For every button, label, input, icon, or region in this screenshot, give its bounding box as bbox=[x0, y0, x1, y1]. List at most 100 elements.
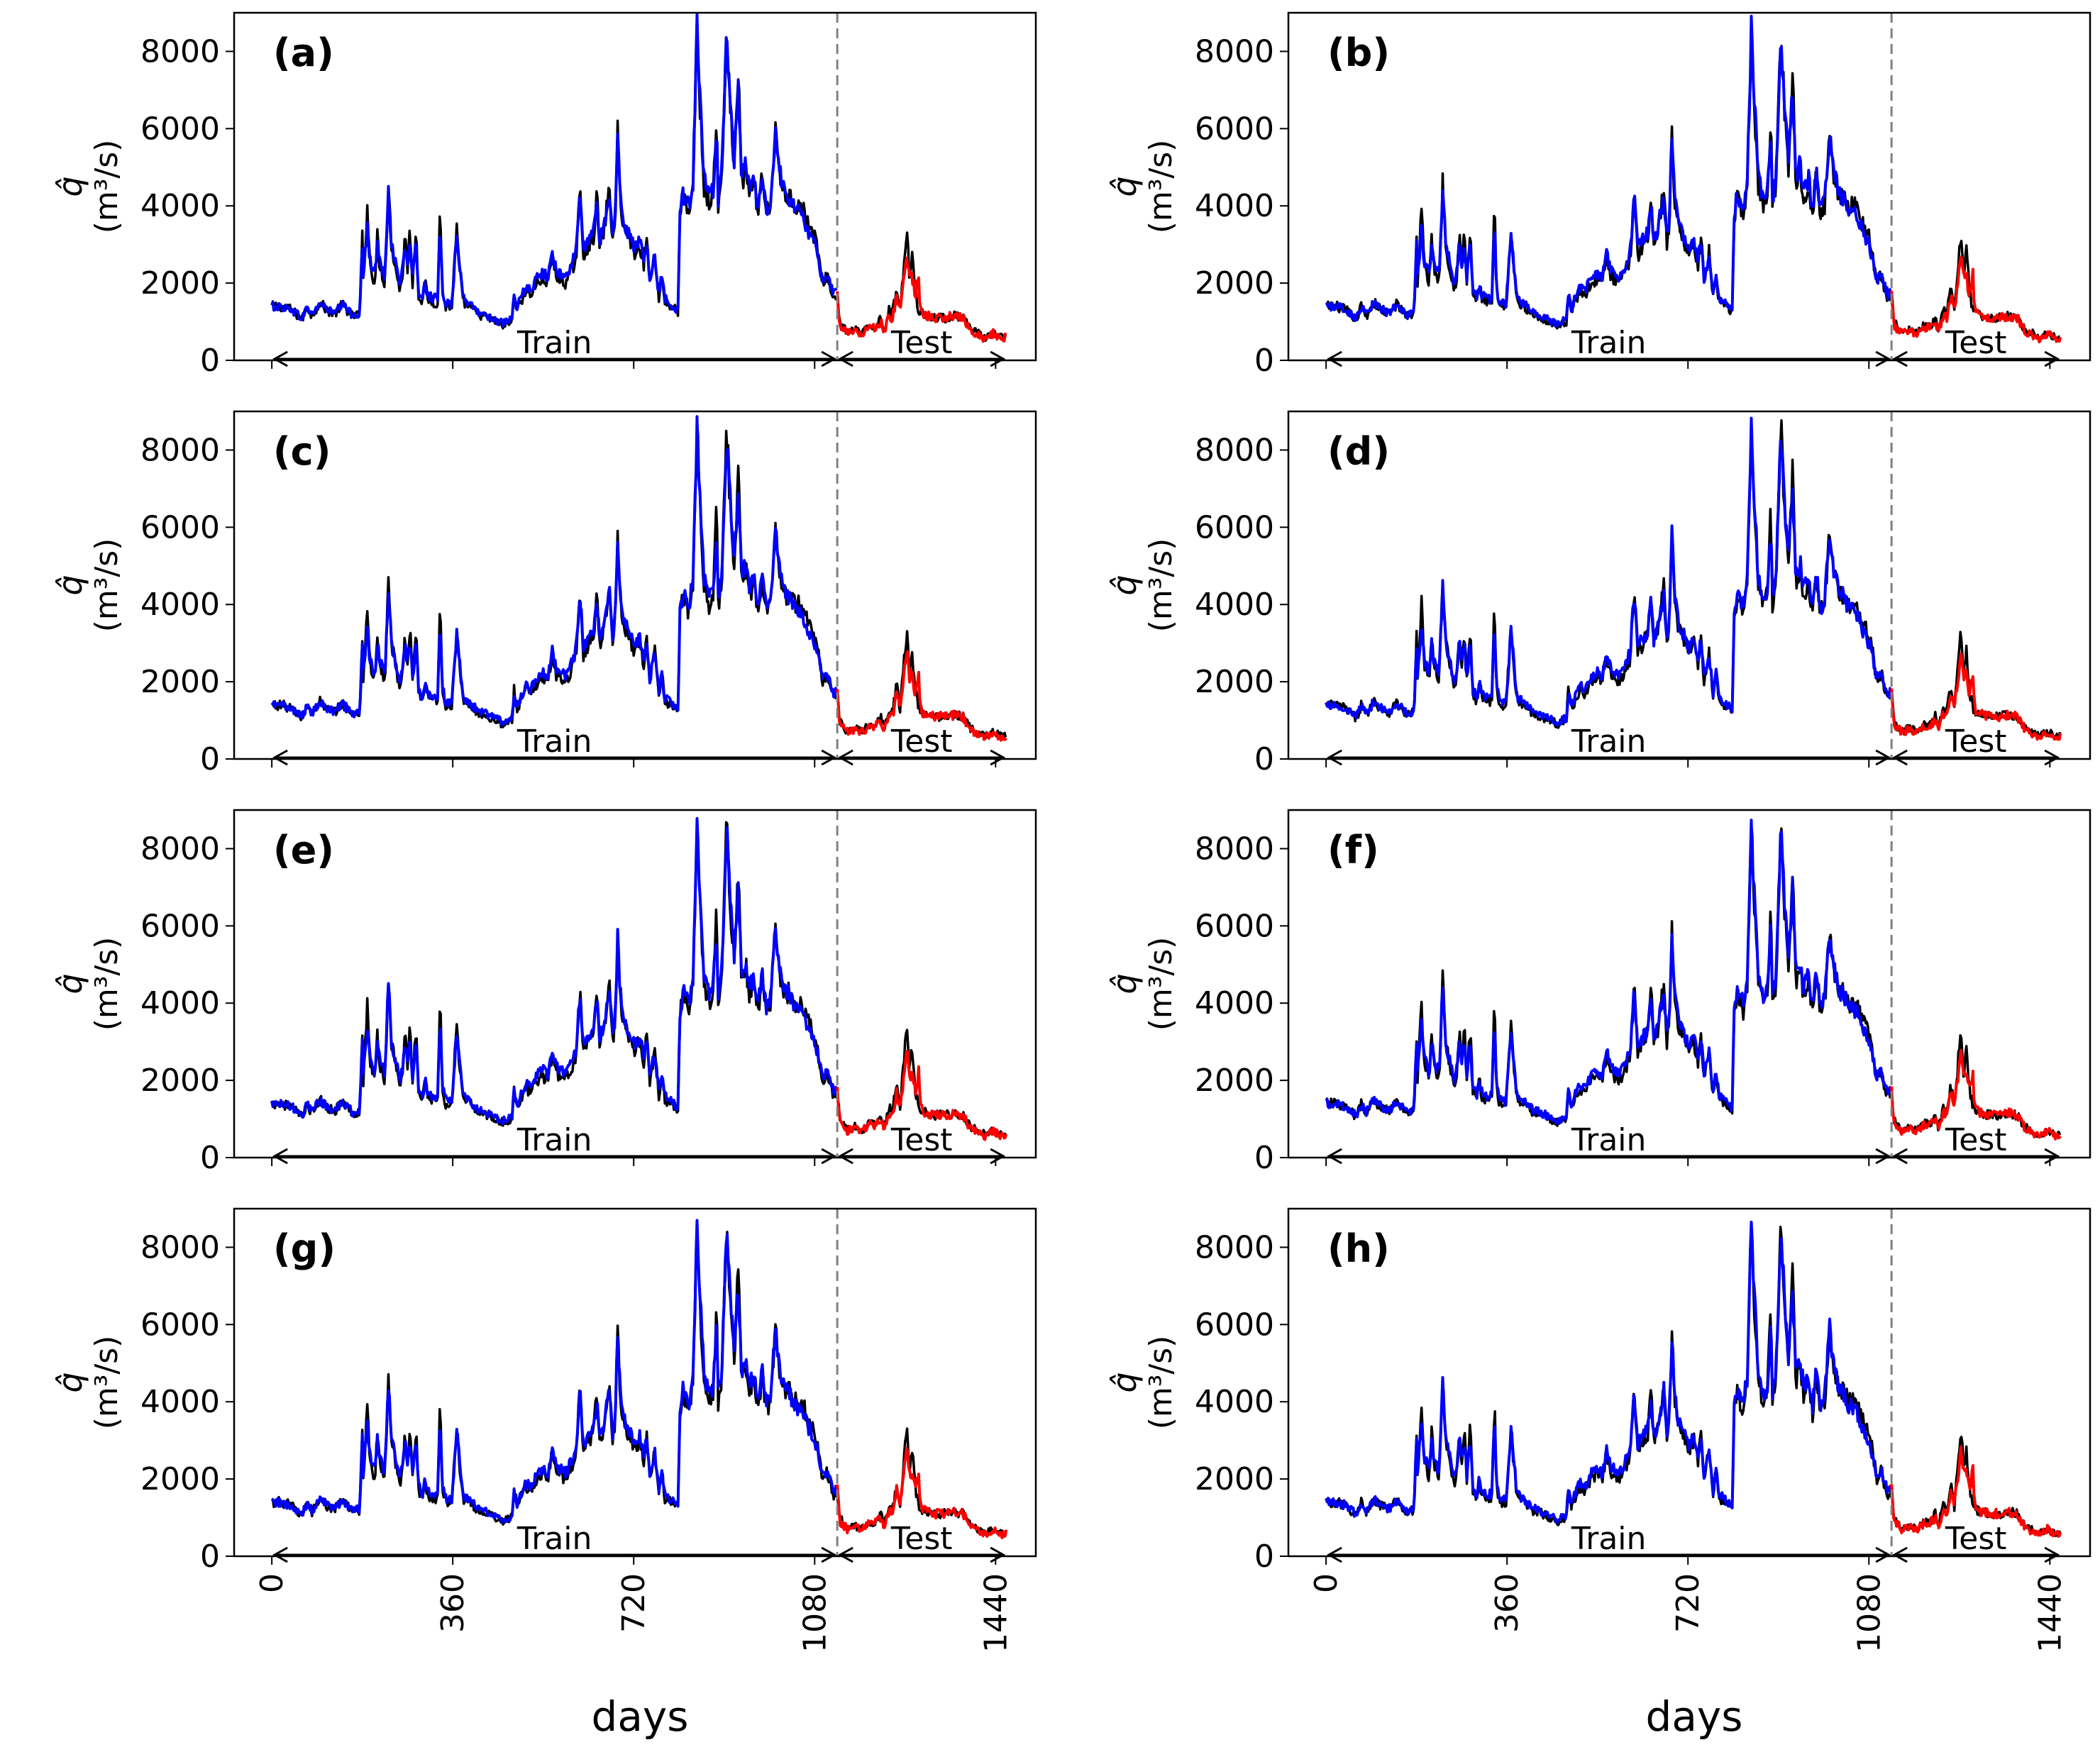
x-tick-label: 720 bbox=[1670, 1573, 1706, 1633]
train-range-arrow bbox=[272, 350, 837, 367]
arrow-head-right bbox=[990, 1148, 1006, 1165]
panel-label: (g) bbox=[273, 1226, 336, 1271]
x-tick-label: 1080 bbox=[1851, 1573, 1887, 1653]
x-tick-label: 0 bbox=[1308, 1573, 1344, 1593]
chart-panel-b: 0 2000 4000 6000 8000 q̂ (m³/s) Train Test (b) bbox=[1105, 11, 2091, 379]
arrow-head-right bbox=[821, 350, 837, 367]
y-tick-label: 0 bbox=[1254, 741, 1274, 777]
arrow-head-left bbox=[272, 1148, 288, 1165]
arrow-head-right bbox=[2044, 350, 2060, 367]
y-tick-label: 8000 bbox=[1195, 831, 1274, 867]
arrow-head-left bbox=[838, 350, 853, 367]
test-label: Test bbox=[1945, 723, 2007, 760]
y-tick-label: 2000 bbox=[140, 265, 220, 301]
y-tick-label: 2000 bbox=[1195, 664, 1274, 700]
chart-panel-d: 0 2000 4000 6000 8000 q̂ (m³/s) Train Test (d) bbox=[1105, 410, 2091, 777]
series-train-prediction-line bbox=[270, 816, 839, 1125]
y-axis-label-unit: (m³/s) bbox=[89, 140, 125, 234]
y-tick-label: 0 bbox=[1254, 1140, 1274, 1176]
y-axis-label-unit: (m³/s) bbox=[1143, 937, 1179, 1031]
arrow-head-right bbox=[1875, 749, 1891, 766]
y-tick-label: 2000 bbox=[1195, 1063, 1274, 1099]
y-axis-label-symbol: q̂ bbox=[1105, 1372, 1144, 1392]
y-tick-label: 0 bbox=[200, 343, 220, 379]
y-axis-label-unit: (m³/s) bbox=[89, 538, 125, 633]
x-tick-label: 1080 bbox=[797, 1573, 833, 1653]
arrow-head-right bbox=[990, 1546, 1006, 1563]
y-tick-label: 6000 bbox=[1195, 509, 1274, 545]
arrow-head-left bbox=[1327, 1546, 1342, 1563]
test-label: Test bbox=[1945, 1521, 2007, 1557]
test-label: Test bbox=[1945, 1122, 2007, 1158]
panel-label: (h) bbox=[1327, 1226, 1390, 1271]
arrow-head-left bbox=[272, 749, 288, 766]
series-train-prediction-line bbox=[1325, 416, 1893, 726]
train-range-arrow bbox=[272, 749, 837, 766]
chart-panel-a: 0 2000 4000 6000 8000 q̂ (m³/s) Train Test (a) bbox=[51, 11, 1037, 379]
plot-frame bbox=[1287, 1207, 2091, 1558]
y-tick-label: 8000 bbox=[1195, 1229, 1274, 1265]
series-observed-line bbox=[1325, 824, 2062, 1139]
y-tick-label: 8000 bbox=[1195, 432, 1274, 468]
y-tick-label: 0 bbox=[1254, 343, 1274, 379]
series-train-prediction-line bbox=[270, 1219, 839, 1524]
y-axis-label-unit: (m³/s) bbox=[89, 937, 125, 1031]
series-test-prediction-line bbox=[836, 650, 1007, 742]
train-range-arrow bbox=[272, 1148, 837, 1165]
y-axis-label-symbol: q̂ bbox=[1105, 973, 1144, 994]
test-label: Test bbox=[890, 1122, 953, 1158]
y-tick-label: 2000 bbox=[140, 1461, 220, 1497]
y-axis-label-unit: (m³/s) bbox=[1143, 1336, 1179, 1430]
train-label: Train bbox=[1571, 723, 1647, 760]
arrow-head-right bbox=[990, 749, 1006, 766]
y-tick-label: 2000 bbox=[1195, 265, 1274, 301]
test-label: Test bbox=[890, 325, 953, 361]
y-tick-label: 6000 bbox=[140, 111, 220, 147]
y-tick-label: 4000 bbox=[1195, 188, 1274, 224]
test-range-arrow bbox=[1892, 749, 2060, 766]
test-range-arrow bbox=[1892, 1148, 2060, 1165]
panel-label: (d) bbox=[1327, 429, 1390, 474]
series-observed-line bbox=[1325, 419, 2062, 741]
series-test-prediction-line bbox=[1890, 1446, 2062, 1538]
test-range-arrow bbox=[838, 749, 1006, 766]
test-label: Test bbox=[890, 723, 953, 760]
x-tick-label: 1440 bbox=[978, 1573, 1014, 1653]
arrow-head-left bbox=[838, 1148, 853, 1165]
series-test-prediction-line bbox=[1890, 1048, 2062, 1141]
series-train-prediction-line bbox=[1325, 14, 1893, 328]
y-axis-label-symbol: q̂ bbox=[1105, 575, 1144, 595]
test-range-arrow bbox=[1892, 1546, 2060, 1563]
panel-label: (b) bbox=[1327, 31, 1390, 75]
train-label: Train bbox=[1571, 325, 1647, 361]
arrow-head-left bbox=[1327, 1148, 1342, 1165]
y-axis-label-symbol: q̂ bbox=[1105, 176, 1144, 196]
arrow-head-right bbox=[1875, 1148, 1891, 1165]
series-train-prediction-line bbox=[270, 415, 839, 726]
series-train-prediction-line bbox=[1325, 819, 1893, 1126]
y-tick-label: 4000 bbox=[140, 188, 220, 224]
series-test-prediction-line bbox=[1890, 255, 2062, 344]
arrow-head-right bbox=[1875, 350, 1891, 367]
arrow-head-left bbox=[272, 350, 288, 367]
y-axis-label-unit: (m³/s) bbox=[1143, 538, 1179, 633]
train-label: Train bbox=[516, 723, 592, 760]
arrow-head-left bbox=[838, 1546, 853, 1563]
y-axis-label-unit: (m³/s) bbox=[89, 1336, 125, 1430]
train-label: Train bbox=[516, 1521, 592, 1557]
plot-frame bbox=[233, 1207, 1037, 1558]
y-tick-label: 0 bbox=[200, 1140, 220, 1176]
y-tick-label: 2000 bbox=[140, 664, 220, 700]
test-label: Test bbox=[890, 1521, 953, 1557]
train-range-arrow bbox=[1327, 350, 1891, 367]
y-tick-label: 4000 bbox=[140, 587, 220, 623]
plot-frame bbox=[1287, 11, 2091, 362]
arrow-head-right bbox=[821, 749, 837, 766]
train-range-arrow bbox=[1327, 1546, 1891, 1563]
y-tick-label: 6000 bbox=[140, 509, 220, 545]
y-tick-label: 6000 bbox=[1195, 111, 1274, 147]
y-axis-label-unit: (m³/s) bbox=[1143, 140, 1179, 234]
y-axis-label-symbol: q̂ bbox=[51, 1372, 89, 1392]
